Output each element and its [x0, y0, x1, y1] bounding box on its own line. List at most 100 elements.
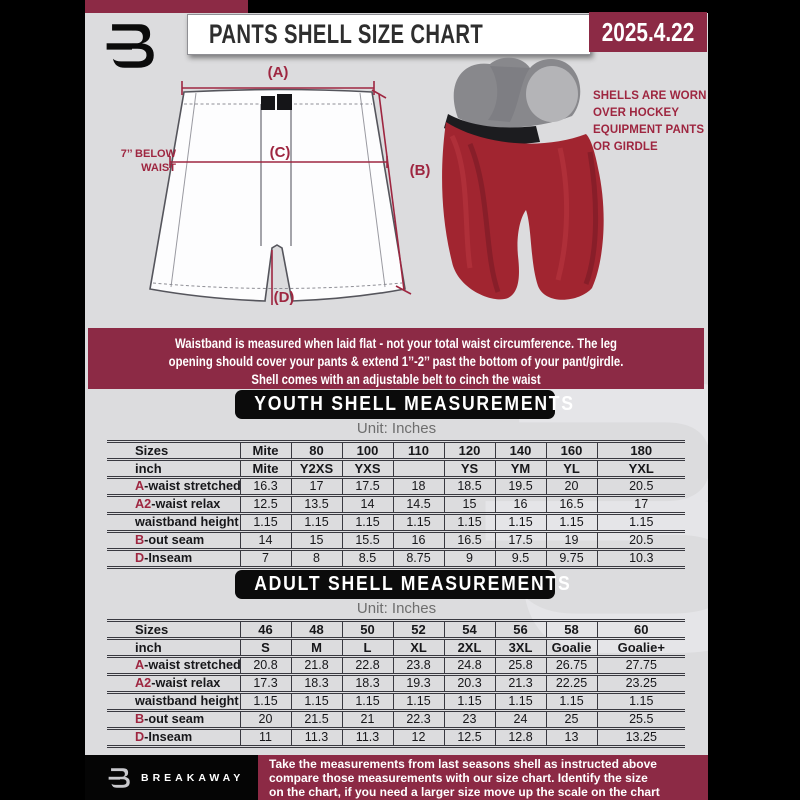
row-label-text: -waist stretched: [144, 658, 240, 672]
table-cell: 8: [290, 549, 342, 569]
unit-label-youth: Unit: Inches: [356, 420, 437, 437]
table-cell: 1.15: [596, 692, 685, 712]
row-label: A-waist stretched: [107, 477, 240, 497]
table-cell: 24.8: [443, 656, 495, 676]
table-cell: 16.3: [239, 477, 291, 497]
table-cell: 17.3: [239, 674, 291, 694]
table-row: A2-waist relax 12.5 13.5 14 14.5 15 16 16.5 17: [107, 495, 685, 515]
table-cell: 8.5: [341, 549, 393, 569]
table-cell: 20.5: [596, 477, 685, 497]
row-label-text: inch: [135, 461, 162, 476]
shells-worn-note: SHELLS ARE WORN OVER HOCKEY EQUIPMENT PA…: [593, 88, 708, 156]
table-cell: 13.25: [596, 728, 685, 748]
measure-letter: D: [135, 551, 145, 565]
note-line: OR GIRDLE: [593, 141, 658, 153]
table-cell: 11.3: [290, 728, 342, 748]
table-cell: Y2XS: [290, 459, 342, 479]
table-cell: [392, 459, 444, 479]
table-cell: 11.3: [341, 728, 393, 748]
table-cell: 2XL: [443, 638, 495, 658]
note-line: OVER HOCKEY: [593, 107, 680, 119]
table-cell: 14: [341, 495, 393, 515]
table-row: B-out seam 14 15 15.5 16 16.5 17.5 19 20.5: [107, 531, 685, 551]
table-row: Sizes 46 48 50 52 54 56 58 60: [107, 619, 685, 640]
table-cell: 24: [494, 710, 546, 730]
table-row: D-Inseam 7 8 8.5 8.75 9 9.5 9.75 10.3: [107, 549, 685, 569]
table-cell: 140: [494, 440, 546, 461]
table-cell: Goalie: [545, 638, 597, 658]
table-cell: 13: [545, 728, 597, 748]
info-line: Shell comes with an adjustable belt to c…: [251, 372, 541, 387]
table-row: Sizes Mite 80 100 110 120 140 160 180: [107, 440, 685, 461]
row-label-text: inch: [135, 640, 162, 655]
title-bar: PANTS SHELL SIZE CHART: [187, 14, 591, 55]
row-label-text: -out seam: [144, 533, 205, 547]
table-cell: 46: [239, 619, 291, 640]
note-line: SHELLS ARE WORN: [593, 90, 707, 102]
measure-letter: A: [135, 479, 145, 493]
measure-letter: A2: [135, 497, 152, 511]
table-cell: 19.3: [392, 674, 444, 694]
table-cell: 21: [341, 710, 393, 730]
measure-label-c: (C): [270, 144, 291, 161]
table-cell: 21.3: [494, 674, 546, 694]
table-cell: 18: [392, 477, 444, 497]
table-cell: 9.5: [494, 549, 546, 569]
table-cell: 16: [392, 531, 444, 551]
row-label: B-out seam: [107, 531, 240, 551]
table-cell: 20: [545, 477, 597, 497]
shorts-outline: [149, 88, 406, 302]
table-cell: 20.3: [443, 674, 495, 694]
table-row: B-out seam 20 21.5 21 22.3 23 24 25 25.5: [107, 710, 685, 730]
top-strip-maroon: [85, 0, 248, 13]
table-cell: 1.15: [290, 513, 342, 533]
measure-label-a: (A): [268, 64, 289, 81]
table-cell: 7: [239, 549, 291, 569]
row-label-text: -waist stretched: [144, 479, 240, 493]
table-cell: 1.15: [545, 513, 597, 533]
row-label: A-waist stretched: [107, 656, 240, 676]
table-cell: L: [341, 638, 393, 658]
table-cell: 18.3: [290, 674, 342, 694]
size-chart-sheet: PANTS SHELL SIZE CHART 2025.4.22 (A) (B)…: [85, 0, 708, 800]
info-line: opening should cover your pants & extend…: [168, 354, 624, 369]
table-cell: 23.8: [392, 656, 444, 676]
table-cell: 12.5: [443, 728, 495, 748]
table-cell: S: [239, 638, 291, 658]
table-cell: 16.5: [545, 495, 597, 515]
measure-letter: D: [135, 730, 145, 744]
table-cell: 100: [341, 440, 393, 461]
table-cell: 1.15: [392, 513, 444, 533]
table-cell: 25: [545, 710, 597, 730]
table-row: A-waist stretched 16.3 17 17.5 18 18.5 19.5 20 2…: [107, 477, 685, 497]
adult-size-table: Sizes 46 48 50 52 54 56 58 60 inch S M L XL 2XL 3XL Goal…: [107, 619, 685, 748]
table-cell: 16: [494, 495, 546, 515]
row-label-text: waistband height: [135, 694, 239, 708]
row-label: D-Inseam: [107, 728, 240, 748]
youth-section-title: YOUTH SHELL MEASUREMENTS: [254, 393, 575, 415]
table-cell: 10.3: [596, 549, 685, 569]
shorts-diagram: (A) (B) (C) (D) 7’’ BELOW WAIST: [121, 64, 431, 306]
youth-section-banner: YOUTH SHELL MEASUREMENTS: [235, 390, 575, 419]
youth-table-wrap: Sizes Mite 80 100 110 120 140 160 180 inch Mite Y2X…: [107, 440, 685, 569]
brand-wordmark: BREAKAWAY: [141, 771, 245, 784]
table-cell: 14: [239, 531, 291, 551]
table-cell: 17: [290, 477, 342, 497]
table-cell: 17: [596, 495, 685, 515]
footer-brand-block: BREAKAWAY: [85, 755, 258, 800]
table-cell: 3XL: [494, 638, 546, 658]
adult-table-wrap: Sizes 46 48 50 52 54 56 58 60 inch S M L XL 2XL 3XL Goal…: [107, 619, 685, 748]
table-cell: 52: [392, 619, 444, 640]
measure-letter: A2: [135, 676, 152, 690]
footer: BREAKAWAY Take the measurements from las…: [85, 755, 708, 800]
table-cell: 27.75: [596, 656, 685, 676]
table-cell: 180: [596, 440, 685, 461]
table-cell: 1.15: [494, 692, 546, 712]
table-cell: 50: [341, 619, 393, 640]
table-cell: YS: [443, 459, 495, 479]
row-label: inch: [107, 638, 240, 658]
table-cell: 1.15: [239, 513, 291, 533]
table-cell: 22.25: [545, 674, 597, 694]
table-cell: 11: [239, 728, 291, 748]
row-label: Sizes: [107, 619, 240, 640]
